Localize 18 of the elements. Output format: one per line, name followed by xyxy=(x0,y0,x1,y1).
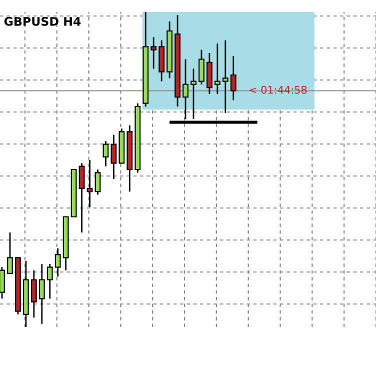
candlestick xyxy=(214,42,220,95)
candlestick xyxy=(54,248,61,278)
candlestick xyxy=(78,162,85,234)
ref-line-label: < 01:44:58 xyxy=(250,86,307,94)
candlestick xyxy=(38,263,45,325)
candlestick xyxy=(150,36,157,70)
candlestick xyxy=(102,140,109,168)
candlestick xyxy=(110,134,117,180)
candlestick xyxy=(30,270,37,318)
candlestick xyxy=(0,266,5,300)
candlestick xyxy=(86,159,93,208)
candlestick xyxy=(46,263,53,300)
candlestick xyxy=(198,49,204,86)
candlestick xyxy=(222,40,228,114)
candlestick xyxy=(7,232,13,274)
chart-title: GBPUSD H4 xyxy=(4,16,81,26)
candlestick xyxy=(94,168,101,196)
candlestick xyxy=(230,55,236,101)
